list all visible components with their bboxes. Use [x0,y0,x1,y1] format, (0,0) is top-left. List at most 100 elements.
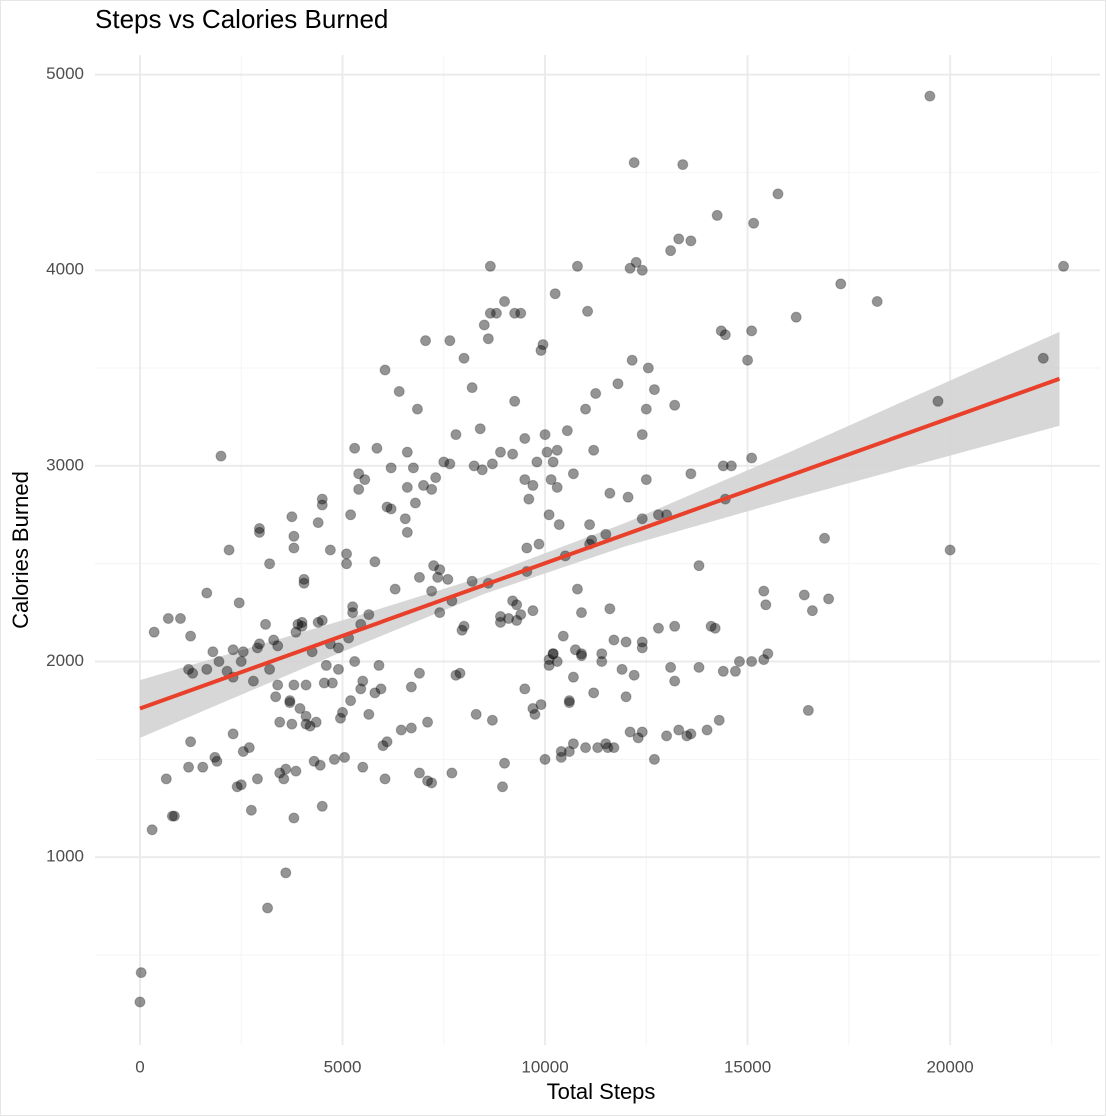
point [620,636,632,648]
point [357,761,369,773]
point [426,585,438,597]
point [381,501,393,513]
point [438,456,450,468]
point [468,460,480,472]
point [312,616,324,628]
point [296,616,308,628]
point [280,763,292,775]
point [648,384,660,396]
point [290,626,302,638]
point [790,311,802,323]
point [160,773,172,785]
point [247,675,259,687]
point [636,429,648,441]
point [237,746,249,758]
point [407,462,419,474]
point [604,603,616,615]
point [620,691,632,703]
point [430,472,442,484]
y-axis-title: Calories Burned [8,471,33,629]
point [316,493,328,505]
y-tick-label: 1000 [46,847,84,866]
point [588,444,600,456]
point [592,742,604,754]
point [353,468,365,480]
point [553,519,565,531]
point [251,773,263,785]
point [446,767,458,779]
point [251,642,263,654]
point [399,513,411,525]
point [515,307,527,319]
point [484,307,496,319]
point [798,589,810,601]
point [835,278,847,290]
point [742,354,754,366]
point [187,667,199,679]
point [162,612,174,624]
point [213,656,225,668]
point [359,474,371,486]
point [304,720,316,732]
point [563,697,575,709]
point [377,740,389,752]
point [571,583,583,595]
point [134,996,146,1008]
point [422,716,434,728]
point [253,526,265,538]
point [379,364,391,376]
point [569,644,581,656]
point [272,640,284,652]
point [456,624,468,636]
point [602,742,614,754]
point [286,718,298,730]
point [450,429,462,441]
point [470,708,482,720]
point [401,526,413,538]
x-tick-label: 0 [135,1057,144,1076]
point [748,217,760,229]
point [174,612,186,624]
point [567,468,579,480]
point [729,665,741,677]
point [334,712,346,724]
point [418,479,430,491]
point [197,761,209,773]
point [693,560,705,572]
point [681,730,693,742]
point [369,556,381,568]
point [665,661,677,673]
point [1058,260,1070,272]
point [434,607,446,619]
point [314,759,326,771]
point [596,648,608,660]
point [636,513,648,525]
point [819,532,831,544]
point [494,611,506,623]
point [363,609,375,621]
point [278,773,290,785]
point [332,642,344,654]
point [642,362,654,374]
point [802,704,814,716]
point [652,509,664,521]
point [519,474,531,486]
point [148,626,160,638]
point [1037,352,1049,364]
point [543,654,555,666]
point [262,902,274,914]
point [563,746,575,758]
point [673,724,685,736]
point [527,605,539,617]
point [290,765,302,777]
point [235,779,247,791]
x-tick-label: 10000 [521,1057,568,1076]
point [341,548,353,560]
point [286,511,298,523]
point [494,446,506,458]
point [537,339,549,351]
point [379,773,391,785]
point [486,458,498,470]
point [371,442,383,454]
